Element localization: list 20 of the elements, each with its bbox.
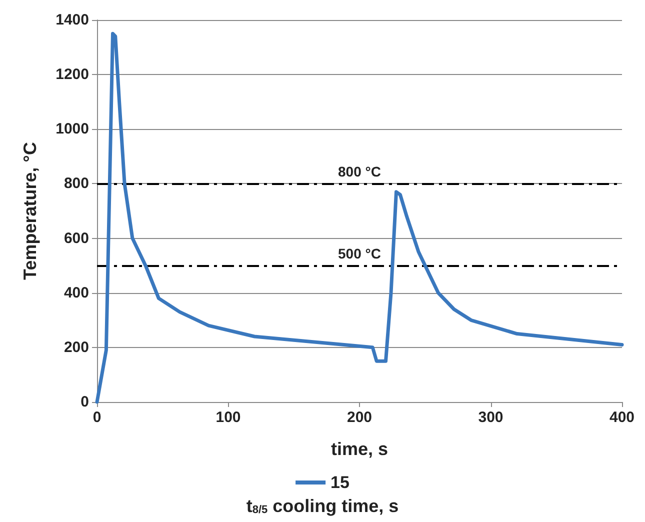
y-tick-label: 1200 [56, 66, 89, 84]
legend-label: 15 [330, 473, 350, 492]
x-tick-label: 200 [346, 409, 372, 426]
x-axis-title: time, s [330, 439, 388, 459]
ref-line-label: 500 °C [338, 246, 381, 262]
x-tick-label: 100 [216, 409, 241, 426]
x-tick-label: 400 [609, 409, 635, 426]
legend-title: t8/5 cooling time, s [246, 496, 399, 516]
y-tick-label: 1400 [56, 12, 89, 28]
y-axis-title: Temperature, °C [20, 142, 40, 280]
y-tick-label: 600 [64, 230, 89, 247]
x-tick-label: 0 [92, 409, 102, 426]
x-tick-label: 300 [478, 409, 504, 426]
ref-line-label: 800 °C [338, 164, 381, 180]
y-tick-label: 1000 [56, 120, 89, 138]
line-series [95, 32, 624, 404]
y-tick-label: 400 [64, 284, 89, 302]
y-tick-label: 200 [64, 338, 89, 356]
y-tick-label: 800 [64, 175, 89, 192]
y-tick-label: 0 [80, 394, 89, 410]
